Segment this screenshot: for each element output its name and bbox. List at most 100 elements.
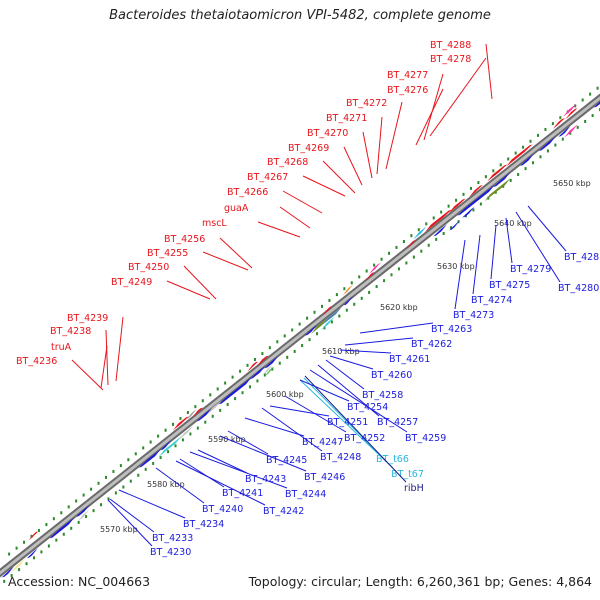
forward-label-leader (105, 329, 109, 386)
forward-tick (395, 245, 398, 249)
reverse-tick (62, 532, 65, 536)
reverse-gene-feature (219, 377, 252, 405)
forward-tick (194, 405, 197, 409)
forward-gene-label: BT_4288 (430, 40, 471, 51)
reverse-gene-label: BT_4240 (202, 504, 243, 515)
reverse-tick (345, 308, 348, 312)
reverse-label-leader (329, 355, 374, 370)
reverse-gene-feature (321, 316, 335, 331)
forward-tick (507, 157, 510, 161)
reverse-gene-feature (457, 184, 495, 216)
reverse-label-leader (344, 337, 414, 346)
forward-tick (447, 204, 450, 208)
forward-tick (417, 228, 420, 232)
forward-label-leader (71, 359, 104, 391)
reverse-tick (561, 137, 564, 141)
map-title: Bacteroides thetaiotaomicron VPI-5482, c… (109, 8, 491, 23)
forward-label-leader (385, 101, 403, 170)
reverse-gene-feature (264, 366, 275, 377)
reverse-tick (152, 461, 155, 465)
scale-label: 5600 kbp (266, 390, 304, 399)
reverse-tick (85, 515, 88, 519)
reverse-gene-label: BT_4258 (362, 390, 403, 401)
forward-tick (499, 163, 502, 167)
reverse-tick (174, 444, 177, 448)
reverse-label-leader (359, 322, 434, 334)
forward-tick (455, 198, 458, 202)
forward-tick (8, 552, 11, 556)
reverse-tick (77, 520, 80, 524)
reverse-label-leader (155, 467, 205, 504)
reverse-label-leader (490, 224, 497, 280)
reverse-gene-feature (433, 224, 447, 237)
forward-tick (320, 304, 323, 308)
reverse-gene-label: BT_4241 (222, 488, 263, 499)
reverse-gene-label: BT_4262 (411, 339, 452, 350)
reverse-tick (405, 261, 408, 265)
reverse-tick (47, 544, 50, 548)
forward-label-leader (423, 73, 444, 141)
reverse-tick (397, 267, 400, 271)
reverse-tick (383, 279, 386, 283)
reverse-label-leader (317, 364, 380, 417)
forward-label-leader (282, 190, 323, 214)
forward-label-leader (202, 251, 249, 271)
accession-label: Accession: NC_004663 (8, 574, 151, 589)
reverse-label-leader (299, 379, 394, 469)
forward-tick (536, 133, 539, 137)
reverse-tick (360, 296, 363, 300)
reverse-gene-feature (77, 509, 90, 522)
forward-tick (596, 86, 599, 90)
reverse-gene-feature (158, 436, 182, 457)
forward-tick (157, 434, 160, 438)
reverse-gene-label: BT_t66 (376, 454, 409, 465)
forward-tick (127, 458, 130, 462)
forward-tick (23, 540, 26, 544)
reverse-gene-feature (139, 449, 161, 468)
reverse-tick (114, 491, 117, 495)
forward-tick (75, 499, 78, 503)
reverse-gene-label: BT_4244 (285, 489, 326, 500)
reverse-gene-feature (178, 425, 194, 441)
reverse-tick (591, 114, 594, 118)
scale-label: 5640 kbp (494, 219, 532, 228)
forward-tick (67, 505, 70, 509)
reverse-tick (353, 302, 356, 306)
reverse-gene-feature (10, 558, 26, 573)
forward-gene-label: BT_4238 (50, 326, 91, 337)
forward-label-leader (279, 206, 311, 229)
forward-tick (60, 511, 63, 515)
reverse-tick (554, 143, 557, 147)
reverse-tick (25, 562, 28, 566)
reverse-tick (10, 573, 13, 577)
forward-tick (410, 234, 413, 238)
forward-tick (551, 122, 554, 126)
reverse-label-leader (219, 435, 307, 472)
forward-tick (388, 251, 391, 255)
forward-tick (514, 151, 517, 155)
forward-label-leader (115, 316, 124, 382)
reverse-tick (435, 237, 438, 241)
forward-tick (15, 546, 18, 550)
reverse-label-leader (339, 349, 392, 354)
forward-tick (477, 181, 480, 185)
reverse-tick (308, 338, 311, 342)
reverse-label-leader (118, 489, 186, 519)
forward-gene-feature (342, 284, 353, 296)
forward-gene-feature (369, 262, 381, 274)
reverse-label-leader (527, 205, 567, 252)
reverse-gene-feature (593, 101, 600, 108)
reverse-label-leader (269, 405, 330, 417)
reverse-label-leader (515, 211, 561, 283)
reverse-tick (546, 149, 549, 153)
reverse-label-leader (227, 430, 269, 455)
forward-gene-feature (565, 108, 578, 120)
forward-gene-label: BT_4270 (307, 128, 348, 139)
reverse-label-leader (189, 451, 288, 489)
reverse-tick (234, 397, 237, 401)
forward-tick (216, 387, 219, 391)
reverse-gene-label: BT_4257 (377, 417, 418, 428)
forward-gene-label: BT_4271 (326, 113, 367, 124)
forward-tick (276, 340, 279, 344)
forward-tick (112, 469, 115, 473)
